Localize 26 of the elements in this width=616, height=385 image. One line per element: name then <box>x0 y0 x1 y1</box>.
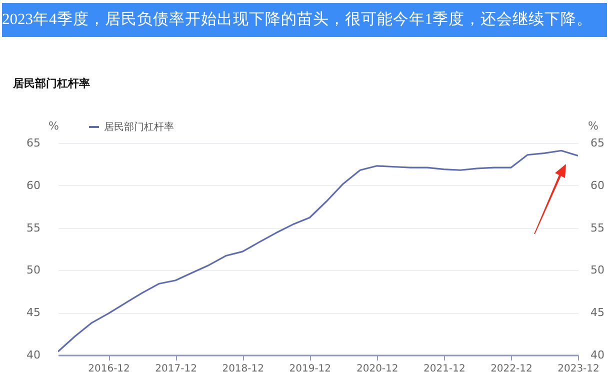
line-series <box>58 150 578 352</box>
y-tick-label: 50 <box>26 264 40 277</box>
y-tick-label: 55 <box>26 221 40 234</box>
chart-subtitle: 居民部门杠杆率 <box>13 76 90 91</box>
y-tick-label: 60 <box>26 178 40 192</box>
x-tick-label: 2017-12 <box>155 364 197 374</box>
y-tick-label: 45 <box>26 306 40 320</box>
y2-tick-label: 60 <box>590 178 604 192</box>
y2-tick-label: 65 <box>590 136 604 150</box>
x-tick-label: 2018-12 <box>222 364 264 374</box>
y2-tick-label: 45 <box>590 306 604 320</box>
x-tick-label: 2021-12 <box>424 364 466 374</box>
y-tick-label: 65 <box>26 136 40 150</box>
y-axis-title: % <box>48 120 59 132</box>
x-tick-label: 2016-12 <box>88 364 130 374</box>
y2-axis-title: % <box>588 120 598 132</box>
x-tick-label: 2019-12 <box>289 364 332 374</box>
y-tick-label: 40 <box>26 348 40 362</box>
x-tick-label: 2023-12 <box>558 364 600 374</box>
chart-title: 2023年4季度，居民负债率开始出现下降的苗头，很可能今年1季度，还会继续下降。 <box>2 3 607 37</box>
y2-tick-label: 40 <box>590 348 604 362</box>
legend-label: 居民部门杠杆率 <box>104 121 174 133</box>
y2-tick-label: 50 <box>590 264 604 277</box>
x-tick-label: 2022-12 <box>490 364 532 374</box>
y2-tick-label: 55 <box>590 221 604 234</box>
x-tick-label: 2020-12 <box>356 364 398 374</box>
